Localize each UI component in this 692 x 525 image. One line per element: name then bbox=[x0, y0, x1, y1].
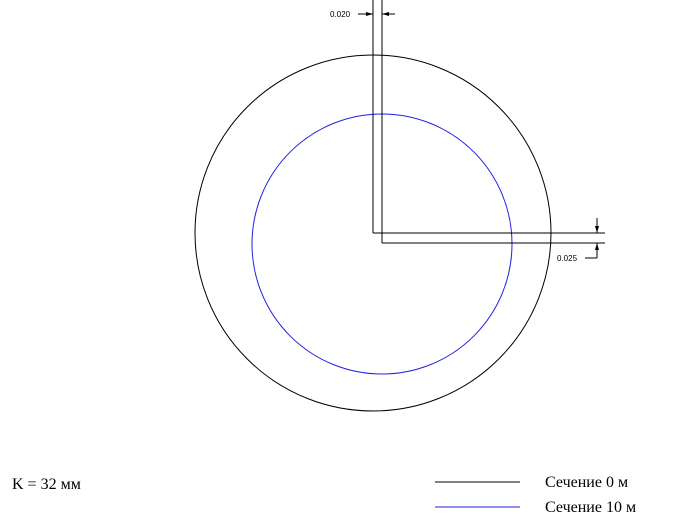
legend-label: Сечение 10 м bbox=[545, 499, 636, 516]
dimension-label: 0.025 bbox=[557, 254, 578, 263]
dimension-arrows bbox=[366, 12, 599, 250]
dimension-label: 0.020 bbox=[330, 10, 351, 19]
dimension-lines bbox=[358, 0, 605, 259]
legend-label: Сечение 0 м bbox=[545, 474, 628, 491]
note: K = 32 мм bbox=[12, 476, 81, 493]
